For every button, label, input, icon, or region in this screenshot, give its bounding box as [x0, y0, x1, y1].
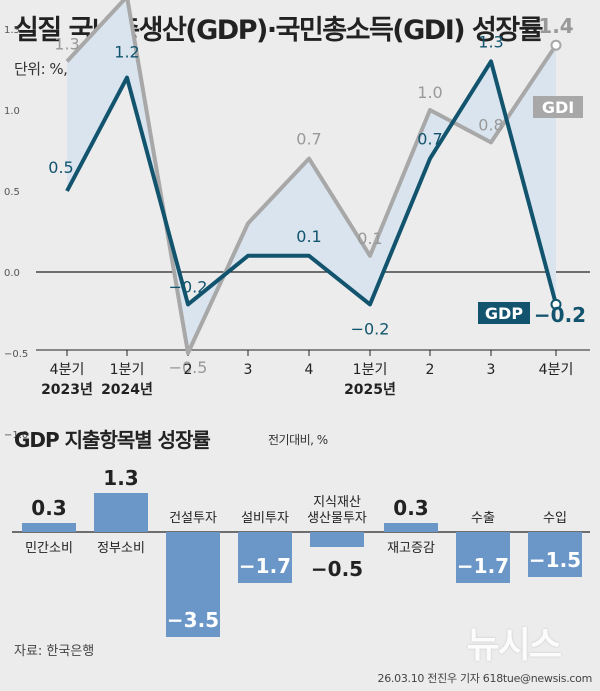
bar — [310, 532, 364, 547]
bar-value-label: −3.5 — [167, 608, 219, 632]
y-tick-label: 1.5 — [4, 25, 20, 36]
x-tick-label: 3 — [244, 362, 253, 378]
bar-value-label: −1.7 — [457, 554, 509, 578]
bar-value-label: −0.5 — [311, 557, 363, 581]
gdi-data-label: 0.7 — [296, 130, 321, 149]
gdp-data-label: 1.3 — [478, 32, 503, 51]
bar-category-label: 수입 — [543, 511, 567, 526]
bar-category-label: 민간소비 — [25, 541, 73, 556]
bar — [384, 523, 438, 532]
bar — [94, 493, 148, 532]
gdi-legend-label: GDI — [542, 98, 574, 117]
gdp-data-label: −0.2 — [351, 319, 390, 338]
newsis-watermark: 뉴시스 — [466, 625, 562, 666]
x-year-label: 2025년 — [344, 382, 396, 398]
gdp-data-label: −0.2 — [169, 277, 208, 296]
x-tick-label: 3 — [487, 362, 496, 378]
bar-category-label: 정부소비 — [97, 541, 145, 556]
gdi-series-line — [65, 0, 558, 355]
gdp-data-label: 1.2 — [114, 43, 139, 62]
x-year-label: 2024년 — [101, 382, 153, 398]
y-tick-label: 0.5 — [4, 187, 20, 198]
x-tick-label: 4분기 — [539, 362, 574, 378]
bar-category-label: 설비투자 — [241, 511, 289, 526]
gdi-data-label: −0.5 — [169, 358, 208, 377]
bar-category-label: 지식재산 — [313, 495, 361, 510]
y-tick-label: −0.5 — [4, 349, 28, 360]
x-tick-label: 1분기 — [110, 362, 145, 378]
bar — [238, 532, 292, 583]
gdi-data-label: 1.4 — [538, 14, 573, 38]
bar-category-label: 건설투자 — [169, 511, 217, 526]
bar-value-label: −1.5 — [529, 548, 581, 572]
x-tick-label: 2 — [426, 362, 435, 378]
gap-area — [67, 0, 556, 353]
gdp-series-line — [65, 59, 558, 307]
x-tick-label: 1분기 — [353, 362, 388, 378]
gdp-legend-tag — [478, 302, 530, 324]
gdp-data-label: 0.1 — [296, 227, 321, 246]
gdi-data-label: 0.1 — [357, 229, 382, 248]
credit-label: 26.03.10 전진우 기자 618tue@newsis.com — [377, 672, 593, 685]
bar — [166, 532, 220, 637]
bar-value-label: 0.3 — [393, 496, 428, 520]
x-tick-label: 4분기 — [50, 362, 85, 378]
gdp-end-marker — [550, 298, 562, 310]
gdi-data-label: 0.8 — [478, 115, 503, 134]
bar-value-label: 1.3 — [103, 466, 138, 490]
bar — [22, 523, 76, 532]
bar-category-label: 생산물투자 — [307, 511, 367, 526]
gdp-data-label: 0.7 — [417, 130, 442, 149]
bar-chart-title: GDP 지출항목별 성장률 — [14, 428, 211, 452]
gdi-end-marker — [550, 39, 562, 51]
gdi-legend-tag — [533, 96, 583, 118]
bar-category-label: 수출 — [471, 511, 495, 526]
gdi-data-label: 1.0 — [417, 83, 442, 102]
y-tick-label: −1.0 — [4, 430, 28, 441]
bar-value-label: −1.7 — [239, 554, 291, 578]
x-tick-label: 4 — [305, 362, 314, 378]
x-tick-label: 2 — [184, 362, 193, 378]
bar-chart-unit: 전기대비, % — [268, 433, 328, 447]
source-label: 자료: 한국은행 — [14, 644, 95, 659]
gdi-data-label: 1.3 — [54, 34, 79, 53]
y-tick-label: 0.0 — [4, 268, 20, 279]
gdp-data-label: −0.2 — [534, 303, 586, 327]
x-year-label: 2023년 — [41, 382, 93, 398]
bar-category-label: 재고증감 — [387, 541, 435, 556]
gdp-data-label: 0.5 — [48, 158, 73, 177]
bar-value-label: 0.3 — [31, 496, 66, 520]
bar — [456, 532, 510, 583]
gdp-legend-label: GDP — [485, 304, 523, 323]
bar — [528, 532, 582, 577]
y-tick-label: 1.0 — [4, 106, 20, 117]
